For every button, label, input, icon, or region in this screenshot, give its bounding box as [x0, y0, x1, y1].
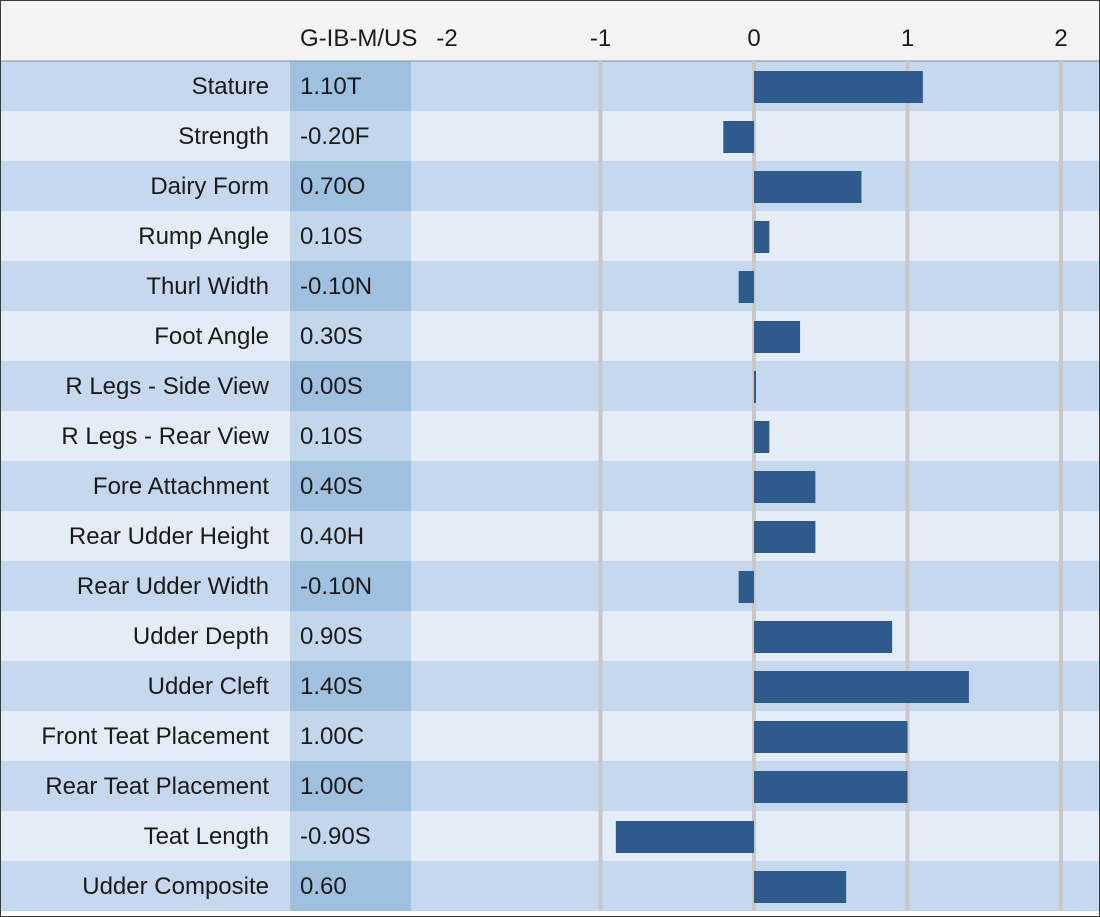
category-label: Teat Length: [144, 823, 269, 850]
bar: [754, 771, 908, 803]
value-cell-background: [290, 561, 411, 611]
x-tick-label: 1: [901, 25, 914, 52]
row-band: [1, 111, 1099, 161]
row-band: [1, 211, 1099, 261]
value-label: 0.70O: [300, 173, 365, 200]
category-label: Rear Udder Height: [69, 523, 269, 550]
category-label: R Legs - Rear View: [61, 423, 269, 450]
x-tick-label: -2: [436, 25, 457, 52]
bar: [754, 371, 756, 403]
value-cell-background: [290, 211, 411, 261]
row-band: [1, 261, 1099, 311]
value-label: 0.00S: [300, 373, 363, 400]
x-tick-label: 2: [1054, 25, 1067, 52]
row-band: [1, 611, 1099, 661]
value-label: 0.40H: [300, 523, 364, 550]
value-cell-background: [290, 511, 411, 561]
row-band: [1, 811, 1099, 861]
value-label: 0.90S: [300, 623, 363, 650]
bar: [723, 121, 754, 153]
category-label: Foot Angle: [154, 323, 269, 350]
value-cell-background: [290, 661, 411, 711]
category-label: Stature: [192, 73, 269, 100]
row-band: [1, 361, 1099, 411]
value-cell-background: [290, 761, 411, 811]
bar: [754, 421, 770, 453]
category-label: Dairy Form: [150, 173, 269, 200]
value-label: -0.10N: [300, 273, 372, 300]
category-label: Rear Teat Placement: [45, 773, 269, 800]
value-cell-background: [290, 111, 411, 161]
value-cell-background: [290, 411, 411, 461]
value-label: 0.10S: [300, 423, 363, 450]
row-band: [1, 411, 1099, 461]
bar: [754, 721, 908, 753]
value-label: 1.00C: [300, 723, 364, 750]
value-column-header: G-IB-M/US: [300, 25, 417, 52]
category-label: Rump Angle: [138, 223, 269, 250]
bar: [738, 571, 754, 603]
value-cell-background: [290, 261, 411, 311]
category-label: Fore Attachment: [93, 473, 269, 500]
value-label: 1.10T: [300, 73, 362, 100]
x-tick-label: 0: [747, 25, 760, 52]
header-background: [1, 1, 1099, 61]
row-band: [1, 711, 1099, 761]
value-label: 0.40S: [300, 473, 363, 500]
bar: [754, 521, 816, 553]
bar: [738, 271, 754, 303]
value-label: 0.10S: [300, 223, 363, 250]
x-tick-label: -1: [590, 25, 611, 52]
value-label: -0.90S: [300, 823, 371, 850]
row-band: [1, 561, 1099, 611]
value-label: -0.10N: [300, 573, 372, 600]
row-band: [1, 161, 1099, 211]
value-cell-background: [290, 811, 411, 861]
category-label: Udder Depth: [133, 623, 269, 650]
value-cell-background: [290, 311, 411, 361]
bar: [754, 171, 862, 203]
value-label: 1.00C: [300, 773, 364, 800]
category-label: Rear Udder Width: [77, 573, 269, 600]
value-cell-background: [290, 361, 411, 411]
value-cell-background: [290, 61, 411, 111]
row-band: [1, 61, 1099, 111]
value-label: 0.60: [300, 873, 347, 900]
bar: [754, 671, 969, 703]
bar: [754, 471, 816, 503]
row-band: [1, 761, 1099, 811]
value-cell-background: [290, 611, 411, 661]
value-label: 0.30S: [300, 323, 363, 350]
row-band: [1, 511, 1099, 561]
bar: [754, 621, 893, 653]
value-cell-background: [290, 461, 411, 511]
value-label: -0.20F: [300, 123, 369, 150]
bar: [754, 871, 847, 903]
category-label: Udder Cleft: [148, 673, 270, 700]
category-label: Strength: [178, 123, 269, 150]
bar: [754, 221, 770, 253]
value-cell-background: [290, 861, 411, 911]
value-cell-background: [290, 161, 411, 211]
category-label: Udder Composite: [82, 873, 269, 900]
bar: [754, 71, 923, 103]
row-band: [1, 311, 1099, 361]
category-label: Front Teat Placement: [41, 723, 269, 750]
category-label: Thurl Width: [146, 273, 269, 300]
category-label: R Legs - Side View: [65, 373, 269, 400]
bar: [754, 321, 801, 353]
value-label: 1.40S: [300, 673, 363, 700]
bar: [615, 821, 754, 853]
row-band: [1, 861, 1099, 911]
row-band: [1, 461, 1099, 511]
value-cell-background: [290, 711, 411, 761]
